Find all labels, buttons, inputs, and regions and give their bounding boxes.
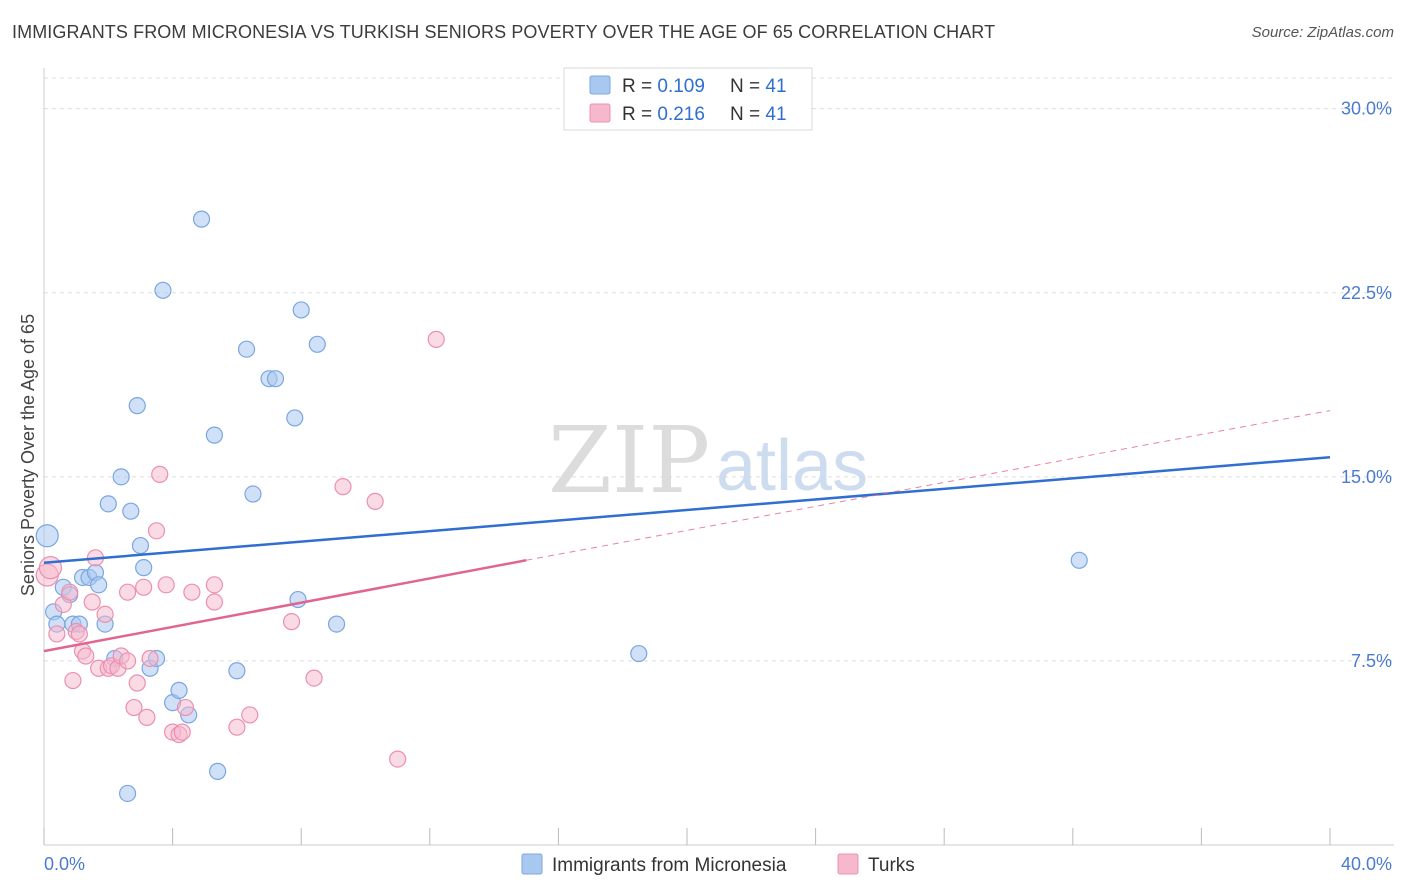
data-point-turks <box>70 625 88 643</box>
data-point-micronesia <box>286 409 304 427</box>
y-tick-label: 7.5% <box>1351 651 1392 671</box>
bottom-legend-swatch-turks <box>837 853 859 875</box>
data-point-turks <box>77 647 95 665</box>
data-point-turks <box>305 669 323 687</box>
data-point-micronesia <box>192 210 211 228</box>
data-point-turks <box>147 522 166 540</box>
data-point-micronesia <box>205 426 223 444</box>
x-tick-label: 0.0% <box>44 854 85 874</box>
data-point-turks <box>427 330 445 348</box>
zipatlas-watermark: ZIP atlas <box>548 407 868 514</box>
data-point-micronesia <box>118 784 137 803</box>
data-point-micronesia <box>99 495 117 513</box>
data-point-turks <box>61 583 79 601</box>
trend-lines <box>43 410 1331 653</box>
y-tick-label: 15.0% <box>1341 467 1392 487</box>
data-point-turks <box>138 708 156 726</box>
data-point-micronesia <box>308 335 326 353</box>
source-name: ZipAtlas.com <box>1307 24 1394 41</box>
tick-labels: 7.5% 15.0% 22.5% 30.0% 0.0% 40.0% <box>44 99 1392 874</box>
trend-line-micronesia <box>43 455 1331 564</box>
data-point-turks <box>389 750 407 768</box>
data-point-micronesia <box>266 370 285 388</box>
legend-n-label-1: N = <box>730 76 765 97</box>
data-point-turks <box>183 583 201 601</box>
bottom-legend-label-micronesia: Immigrants from Micronesia <box>552 855 787 876</box>
legend-r-value-2: 0.216 <box>657 104 705 125</box>
legend-swatch-micronesia <box>589 75 611 95</box>
data-point-turks <box>64 671 82 690</box>
data-point-micronesia <box>244 485 262 503</box>
data-point-turks <box>241 706 259 724</box>
data-point-micronesia <box>128 397 146 415</box>
y-tick-label: 30.0% <box>1341 99 1392 119</box>
source-credit: Source: ZipAtlas.com <box>1252 24 1394 41</box>
chart-title: IMMIGRANTS FROM MICRONESIA VS TURKISH SE… <box>12 22 996 42</box>
data-point-turks <box>205 593 223 611</box>
data-point-turks <box>118 652 137 670</box>
data-point-micronesia <box>112 468 130 486</box>
axes <box>43 68 1394 846</box>
data-point-turks <box>366 492 384 510</box>
data-point-micronesia <box>237 340 256 358</box>
data-point-turks <box>38 556 63 580</box>
legend-row-2: R = 0.216 <box>622 104 705 125</box>
bottom-legend: Immigrants from Micronesia Turks <box>521 853 915 876</box>
data-point-turks <box>176 698 195 717</box>
x-tick-label: 40.0% <box>1341 854 1392 874</box>
data-point-micronesia <box>228 662 246 680</box>
data-point-micronesia <box>90 576 108 594</box>
trend-line-turks-extension <box>526 410 1331 561</box>
data-point-micronesia <box>122 502 140 520</box>
legend-n-value-1: 41 <box>765 76 786 97</box>
data-point-micronesia <box>131 536 150 555</box>
legend-r-value-1: 0.109 <box>657 76 705 97</box>
data-point-turks <box>48 625 66 643</box>
data-point-turks <box>83 593 101 611</box>
data-point-micronesia <box>327 615 346 633</box>
watermark-zip: ZIP <box>548 407 710 514</box>
legend-swatch-turks <box>589 103 611 123</box>
data-point-micronesia <box>135 559 153 577</box>
y-tick-label: 22.5% <box>1341 283 1392 303</box>
bottom-legend-swatch-micronesia <box>521 853 543 875</box>
data-point-turks <box>282 613 301 631</box>
series-turks-points <box>35 330 445 768</box>
legend-r-label-1: R = <box>622 76 657 97</box>
legend-n-label-2: N = <box>730 104 765 125</box>
legend-r-label-2: R = <box>622 104 657 125</box>
data-point-turks <box>135 578 153 596</box>
data-point-turks <box>205 576 223 594</box>
data-point-turks <box>334 478 352 496</box>
data-point-turks <box>228 718 246 736</box>
data-point-micronesia <box>35 524 59 548</box>
source-prefix: Source: <box>1251 24 1304 41</box>
data-point-micronesia <box>292 301 310 319</box>
legend-n-2: N = 41 <box>730 104 787 125</box>
data-point-turks <box>128 674 146 692</box>
trend-line-turks <box>43 559 527 653</box>
legend-box: R = 0.109 N = 41 R = 0.216 N = 41 <box>563 67 813 131</box>
legend-row-1: R = 0.109 <box>622 76 705 97</box>
data-point-turks <box>151 465 169 483</box>
data-point-turks <box>118 583 137 601</box>
y-axis-label: Seniors Poverty Over the Age of 65 <box>18 314 38 596</box>
data-point-turks <box>157 576 175 594</box>
legend-n-1: N = 41 <box>730 76 787 97</box>
data-point-turks <box>173 723 191 741</box>
data-point-micronesia <box>1070 551 1088 569</box>
data-point-micronesia <box>209 762 227 780</box>
watermark-atlas: atlas <box>716 426 868 506</box>
bottom-legend-label-turks: Turks <box>868 855 915 876</box>
data-point-micronesia <box>170 681 188 699</box>
grid-lines <box>44 77 1394 662</box>
data-point-turks <box>125 698 143 717</box>
data-point-micronesia <box>154 281 172 299</box>
data-point-micronesia <box>630 644 648 663</box>
data-point-turks <box>141 649 159 668</box>
legend-n-value-2: 41 <box>765 104 786 125</box>
data-point-turks <box>96 605 114 623</box>
